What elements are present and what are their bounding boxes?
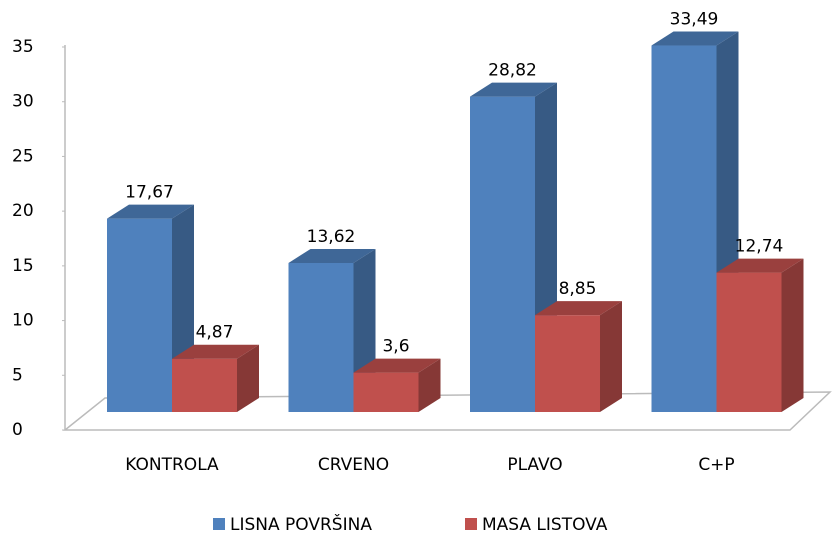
bar-side — [600, 301, 622, 412]
bar — [470, 96, 535, 412]
bar-top — [716, 258, 804, 273]
bar-top — [288, 248, 376, 263]
y-tick-label: 15 — [12, 256, 34, 276]
legend-label: MASA LISTOVA — [482, 515, 608, 535]
bar-top — [353, 358, 441, 373]
bar-side — [418, 358, 441, 412]
bar — [353, 372, 419, 412]
value-label: 28,82 — [488, 61, 537, 81]
x-tick-label: C+P — [698, 455, 734, 475]
bar-side — [781, 258, 804, 412]
value-label: 13,62 — [307, 227, 356, 247]
y-tick-label: 5 — [12, 365, 23, 385]
x-tick-label: CRVENO — [318, 455, 389, 475]
legend-swatch — [213, 518, 225, 530]
bar-top — [172, 344, 259, 359]
bar — [107, 218, 172, 412]
x-tick-label: PLAVO — [507, 455, 562, 475]
y-tick-label: 35 — [12, 37, 34, 57]
legend-label: LISNA POVRŠINA — [230, 513, 372, 535]
bar-side — [237, 344, 259, 412]
x-tick-label: KONTROLA — [125, 455, 219, 475]
bar-top — [470, 82, 557, 97]
y-tick-label: 10 — [12, 311, 34, 331]
bar — [172, 358, 237, 412]
value-label: 17,67 — [125, 183, 174, 203]
legend-swatch — [465, 518, 477, 530]
y-tick-label: 30 — [12, 92, 34, 112]
bar — [651, 45, 717, 413]
value-label: 4,87 — [196, 323, 234, 343]
bar-top — [651, 31, 739, 46]
bar-top — [107, 204, 194, 219]
bar — [716, 272, 782, 412]
bar-top — [535, 301, 622, 316]
y-tick-label: 25 — [12, 146, 34, 166]
y-tick-label: 20 — [12, 201, 34, 221]
floor — [62, 391, 832, 431]
value-label: 33,49 — [670, 10, 719, 30]
value-label: 8,85 — [559, 279, 597, 299]
bar — [288, 262, 354, 412]
bar — [535, 315, 600, 412]
value-label: 3,6 — [382, 337, 409, 357]
y-tick-label: 0 — [12, 420, 23, 440]
value-label: 12,74 — [735, 237, 784, 257]
